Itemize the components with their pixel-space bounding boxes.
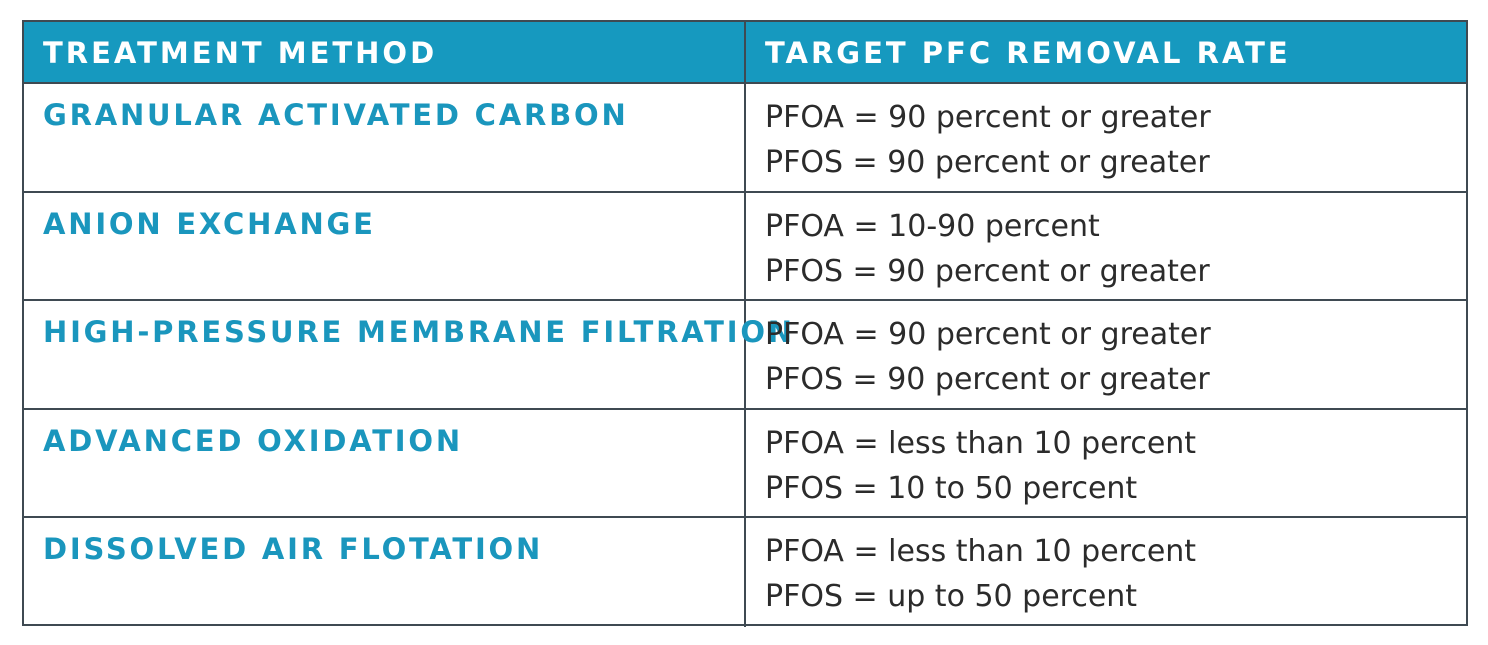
header-treatment-method: TREATMENT METHOD (24, 22, 746, 82)
method-name: DISSOLVED AIR FLOTATION (43, 532, 544, 566)
method-cell: DISSOLVED AIR FLOTATION (24, 518, 746, 627)
method-name: HIGH-PRESSURE MEMBRANE FILTRATION (43, 315, 795, 349)
table-row: HIGH-PRESSURE MEMBRANE FILTRATION PFOA =… (24, 301, 1466, 410)
pfos-rate: PFOS = 90 percent or greater (765, 253, 1210, 289)
method-cell: ANION EXCHANGE (24, 192, 746, 299)
table-row: DISSOLVED AIR FLOTATION PFOA = less than… (24, 518, 1466, 627)
pfoa-rate: PFOA = 10-90 percent (765, 208, 1100, 244)
pfos-rate: PFOS = 90 percent or greater (765, 362, 1210, 397)
pfoa-rate: PFOA = less than 10 percent (765, 534, 1197, 569)
pfos-rate: PFOS = 10 to 50 percent (765, 470, 1138, 506)
rate-cell: PFOA = less than 10 percent PFOS = 10 to… (746, 410, 1466, 517)
method-name: GRANULAR ACTIVATED CARBON (43, 98, 629, 132)
pfc-treatment-table: TREATMENT METHOD TARGET PFC REMOVAL RATE… (22, 20, 1468, 627)
pfoa-rate: PFOA = less than 10 percent (765, 425, 1197, 461)
rate-cell: PFOA = 10-90 percent PFOS = 90 percent o… (746, 193, 1466, 300)
pfoa-rate: PFOA = 90 percent or greater (765, 100, 1211, 135)
rate-cell: PFOA = less than 10 percent PFOS = up to… (746, 518, 1466, 627)
pfoa-rate: PFOA = 90 percent or greater (765, 317, 1211, 352)
table-row: GRANULAR ACTIVATED CARBON PFOA = 90 perc… (24, 84, 1466, 193)
rate-cell: PFOA = 90 percent or greater PFOS = 90 p… (746, 84, 1466, 191)
rate-cell: PFOA = 90 percent or greater PFOS = 90 p… (746, 301, 1466, 408)
method-cell: ADVANCED OXIDATION (24, 409, 746, 516)
table-row: ADVANCED OXIDATION PFOA = less than 10 p… (24, 409, 1466, 518)
method-name: ADVANCED OXIDATION (43, 423, 463, 458)
pfos-rate: PFOS = 90 percent or greater (765, 145, 1210, 180)
method-name: ANION EXCHANGE (43, 206, 376, 241)
header-target-removal-rate: TARGET PFC REMOVAL RATE (765, 36, 1291, 70)
table-header-row: TREATMENT METHOD TARGET PFC REMOVAL RATE (24, 22, 1466, 84)
method-cell: GRANULAR ACTIVATED CARBON (24, 84, 746, 191)
method-cell: HIGH-PRESSURE MEMBRANE FILTRATION (24, 301, 795, 408)
table-row: ANION EXCHANGE PFOA = 10-90 percent PFOS… (24, 192, 1466, 301)
pfos-rate: PFOS = up to 50 percent (765, 579, 1138, 614)
